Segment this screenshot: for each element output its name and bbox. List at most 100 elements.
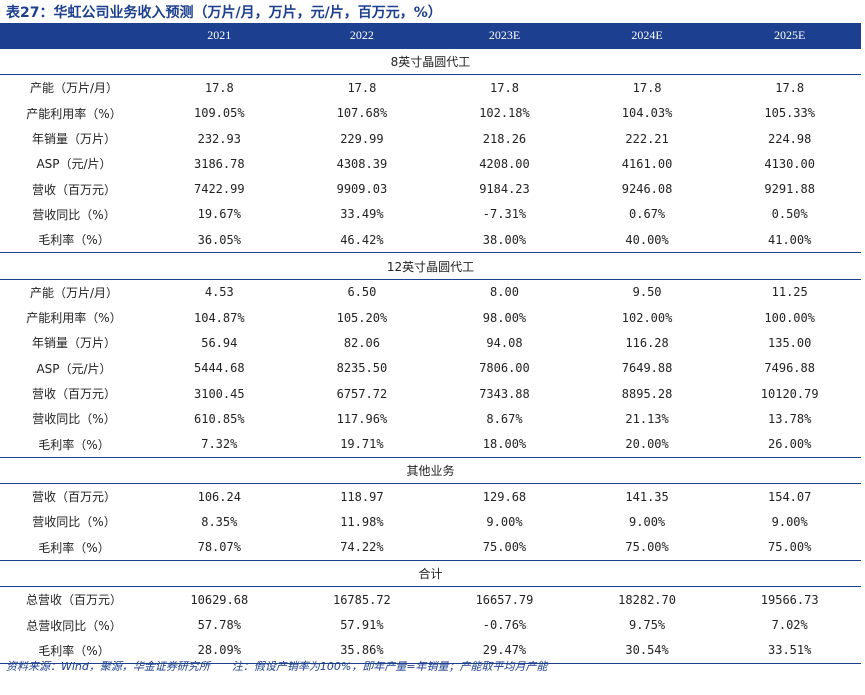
table-cell: 9.00%	[629, 514, 666, 529]
section-header-row: 合计	[0, 559, 861, 588]
table-cell: 8.67%	[486, 411, 523, 426]
table-cell: 18282.70	[618, 592, 676, 607]
table-cell: 0.67%	[629, 207, 666, 222]
table-row: 产能（万片/月） 17.8 17.8 17.8 17.8 17.8	[0, 75, 861, 101]
table-row: 总营收（百万元） 10629.68 16785.72 16657.79 18282.70…	[0, 587, 861, 613]
forecast-table: 2021 2022 2023E 2024E 2025E 8英寸晶圆代工 产能（万片…	[0, 23, 861, 665]
table-cell: 75.00%	[482, 540, 527, 555]
table-cell: 8235.50	[336, 361, 388, 376]
table-cell: 17.8	[775, 80, 805, 95]
table-cell: 35.86%	[290, 637, 434, 665]
table-cell: 38.00%	[482, 232, 527, 247]
table-cell: 4130.00	[764, 156, 815, 171]
table-cell: 4.53	[204, 285, 234, 300]
table-row: 年销量（万片） 56.94 82.06 94.08 116.28 135.00	[0, 330, 861, 355]
table-cell: 9909.03	[336, 182, 388, 197]
table-cell: 107.68%	[336, 106, 388, 121]
table-cell: 9.50	[632, 285, 662, 300]
table-cell: 3100.45	[194, 386, 245, 401]
table-row: 产能利用率（%） 109.05% 107.68% 102.18% 104.03% 105.…	[0, 101, 861, 126]
table-cell: 30.54%	[575, 637, 719, 665]
table-cell: 5444.68	[194, 361, 245, 376]
table-cell: 19566.73	[760, 592, 819, 607]
table-cell: 82.06	[343, 335, 380, 350]
table-cell: 16657.79	[475, 592, 534, 607]
table-cell: 26.00%	[768, 437, 812, 452]
table-cell: 8.00	[490, 285, 519, 300]
table-cell: 7.32%	[201, 437, 238, 452]
table-cell: 109.05%	[194, 106, 245, 121]
table-cell: 218.26	[482, 131, 527, 146]
table-cell: 36.05%	[197, 232, 241, 247]
table-cell: 104.03%	[621, 106, 673, 121]
table-row: 年销量（万片） 232.93 229.99 218.26 222.21 224.98	[0, 126, 861, 151]
table-cell: 118.97	[340, 489, 384, 504]
row-label: 毛利率（%）	[38, 233, 110, 248]
section-title: 其他业务	[0, 456, 861, 485]
row-label: 毛利率（%）	[38, 540, 110, 555]
table-cell: 7806.00	[479, 361, 530, 376]
table-cell: 7422.99	[194, 182, 245, 197]
section-header-row: 12英寸晶圆代工	[0, 252, 861, 280]
table-cell: 9.75%	[629, 618, 666, 633]
table-row: 毛利率（%） 7.32% 19.71% 18.00% 20.00% 26.00%	[0, 431, 861, 457]
table-row: ASP（元/片） 5444.68 8235.50 7806.00 7649.88 7496…	[0, 356, 861, 381]
table-cell: 56.94	[201, 335, 238, 350]
table-row: 总营收同比（%） 57.78% 57.91% -0.76% 9.75% 7.02%	[0, 613, 861, 638]
table-cell: 9.00%	[771, 514, 808, 529]
column-header: 2023E	[433, 23, 576, 49]
table-cell: 41.00%	[768, 232, 812, 247]
section-title: 12英寸晶圆代工	[0, 252, 861, 280]
table-row: 产能（万片/月） 4.53 6.50 8.00 9.50 11.25	[0, 279, 861, 305]
table-row: 营收同比（%） 610.85% 117.96% 8.67% 21.13% 13.78%	[0, 406, 861, 431]
assumption-note: 注：假设产销率为100%，即年产量=年销量；产能取平均月产能	[231, 660, 548, 673]
row-label: 毛利率（%）	[0, 637, 148, 665]
table-cell: 3186.78	[194, 156, 245, 171]
row-label: 产能（万片/月）	[29, 81, 119, 96]
table-cell: 33.51%	[718, 637, 861, 665]
table-cell: 9291.88	[764, 182, 815, 197]
table-cell: 57.91%	[340, 618, 384, 633]
table-cell: 17.8	[347, 80, 377, 95]
table-cell: 141.35	[625, 489, 669, 504]
table-row: 营收（百万元） 7422.99 9909.03 9184.23 9246.08 9291.…	[0, 176, 861, 201]
table-cell: 135.00	[768, 335, 812, 350]
table-cell: 9184.23	[479, 182, 530, 197]
table-cell: 102.00%	[621, 310, 673, 325]
table-cell: 7.02%	[771, 618, 808, 633]
table-cell: 9.00%	[486, 514, 523, 529]
table-row: 毛利率（%） 28.09% 35.86% 29.47% 30.54% 33.51%	[0, 637, 861, 665]
table-row: 营收同比（%） 8.35% 11.98% 9.00% 9.00% 9.00%	[0, 509, 861, 534]
row-label: 营收同比（%）	[32, 207, 116, 222]
row-label: 营收同比（%）	[32, 412, 116, 427]
table-row: 毛利率（%） 36.05% 46.42% 38.00% 40.00% 41.00%	[0, 227, 861, 253]
table-cell: 4161.00	[621, 156, 673, 171]
table-cell: 46.42%	[340, 232, 384, 247]
table-cell: 224.98	[768, 131, 812, 146]
table-cell: 94.08	[486, 335, 523, 350]
row-label: 营收同比（%）	[32, 515, 116, 530]
table-cell: 17.8	[490, 80, 519, 95]
table-cell: 11.98%	[340, 514, 384, 529]
table-cell: 105.20%	[336, 310, 388, 325]
row-label: 营收（百万元）	[31, 490, 116, 505]
table-cell: 19.71%	[340, 437, 384, 452]
table-cell: 98.00%	[482, 310, 527, 325]
row-label: 总营收（百万元）	[25, 593, 122, 608]
table-cell: 75.00%	[768, 540, 812, 555]
table-cell: 7343.88	[479, 386, 530, 401]
section-title: 合计	[0, 559, 861, 588]
row-label: 产能利用率（%）	[26, 106, 122, 121]
table-cell: 102.18%	[479, 106, 530, 121]
section-header-row: 其他业务	[0, 456, 861, 485]
table-cell: 0.50%	[771, 207, 808, 222]
row-label: ASP（元/片）	[36, 361, 112, 376]
table-cell: 13.78%	[768, 411, 812, 426]
row-label: 营收（百万元）	[31, 182, 116, 197]
row-label: 年销量（万片）	[31, 132, 116, 147]
table-cell: 75.00%	[625, 540, 669, 555]
column-header	[0, 23, 148, 49]
table-cell: 100.00%	[764, 310, 815, 325]
table-cell: 7496.88	[764, 361, 815, 376]
table-cell: 19.67%	[197, 207, 241, 222]
